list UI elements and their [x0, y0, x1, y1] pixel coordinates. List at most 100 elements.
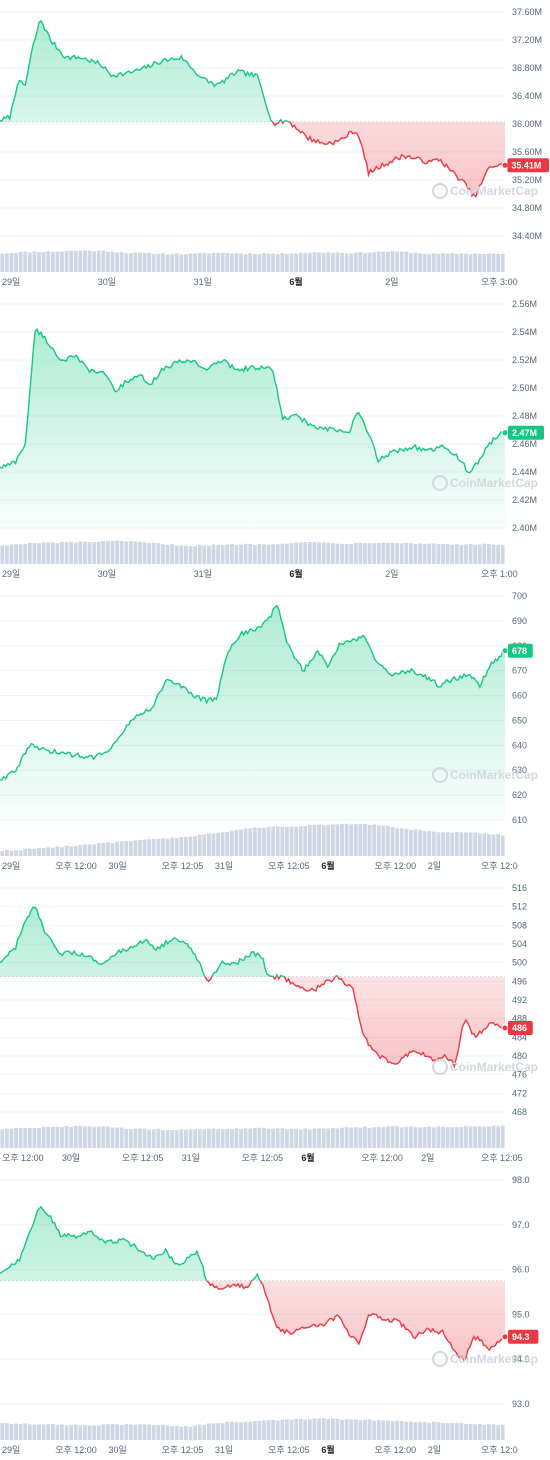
- volume-bar: [271, 253, 276, 272]
- volume-bar: [55, 543, 60, 564]
- y-tick-label: 96.0: [512, 1265, 530, 1275]
- x-tick-label: 31일: [194, 569, 212, 579]
- volume-bar: [234, 545, 239, 564]
- price-line-up: [0, 906, 339, 977]
- x-tick-label: 오후 12:00: [375, 861, 417, 871]
- volume-bar: [340, 252, 344, 272]
- volume-bar: [418, 829, 422, 856]
- volume-bar: [41, 542, 46, 564]
- price-chart-4[interactable]: 516 512 508 504 500 496 492 488 484 480 476 472 468 C…: [0, 876, 550, 1168]
- volume-bar: [266, 1128, 271, 1148]
- volume-bar: [64, 542, 69, 564]
- volume-bar: [101, 541, 106, 564]
- volume-bar: [298, 826, 303, 856]
- volume-bar: [326, 1419, 331, 1440]
- volume-bar: [404, 1421, 409, 1440]
- x-tick-label: 오후 12:05: [162, 861, 204, 871]
- volume-bar: [477, 1126, 482, 1148]
- volume-bar: [69, 846, 74, 856]
- y-tick-label: 700: [512, 591, 527, 601]
- price-chart-2[interactable]: 2.56M 2.54M 2.52M 2.50M 2.48M 2.46M 2.44M 2.42M…: [0, 292, 550, 584]
- price-area-up: [0, 20, 505, 122]
- volume-bar: [87, 250, 92, 272]
- volume-bar: [211, 1423, 216, 1440]
- volume-bar: [335, 543, 340, 564]
- volume-bar: [92, 844, 97, 856]
- volume-bar: [119, 1424, 124, 1440]
- volume-bar: [229, 253, 234, 272]
- volume-bar: [418, 253, 422, 272]
- x-tick-label: 오후 12:05: [268, 1445, 310, 1455]
- volume-bar: [367, 543, 372, 564]
- y-tick-label: 2.52M: [512, 355, 537, 365]
- volume-bar: [468, 832, 473, 856]
- price-area-up: [0, 907, 338, 977]
- volume-bar: [78, 845, 83, 856]
- y-tick-label: 488: [512, 1014, 527, 1024]
- volume-bar: [280, 1419, 285, 1440]
- volume-bar: [487, 834, 491, 856]
- x-tick-label: 29일: [2, 861, 20, 871]
- volume-bar: [69, 1425, 74, 1440]
- volume-bar: [248, 1421, 253, 1440]
- volume-bar: [252, 253, 257, 272]
- x-tick-label: 오후 12:00: [375, 1445, 417, 1455]
- volume-bar: [468, 1423, 473, 1440]
- y-tick-label: 36.80M: [512, 63, 542, 73]
- volume-bar: [252, 827, 257, 856]
- volume-bar: [289, 1419, 294, 1440]
- volume-bar: [124, 1128, 129, 1148]
- volume-bar: [220, 545, 225, 564]
- volume-bar: [390, 250, 395, 272]
- volume-bar: [344, 544, 349, 564]
- volume-bar: [174, 253, 179, 272]
- volume-bar: [289, 253, 294, 272]
- volume-bar: [220, 252, 225, 272]
- volume-bar: [37, 542, 41, 564]
- volume-bar: [358, 542, 363, 564]
- volume-bar: [110, 1127, 115, 1148]
- x-tick-label: 6월: [289, 568, 302, 579]
- volume-bar: [239, 544, 243, 564]
- volume-bar: [193, 1129, 198, 1148]
- volume-bar: [344, 1127, 349, 1148]
- current-price-dot: [501, 1024, 509, 1032]
- volume-bar: [294, 253, 299, 272]
- volume-bar: [133, 541, 138, 564]
- y-tick-label: 476: [512, 1070, 527, 1080]
- volume-bar: [119, 252, 124, 272]
- volume-bar: [257, 1127, 262, 1148]
- x-tick-label: 31일: [215, 1445, 233, 1455]
- volume-bar: [422, 543, 427, 564]
- y-tick-label: 512: [512, 902, 527, 912]
- volume-bar: [399, 828, 404, 856]
- volume-bar: [372, 543, 377, 564]
- volume-bar: [500, 545, 505, 564]
- volume-bar: [87, 1425, 92, 1440]
- volume-bar: [496, 834, 501, 856]
- x-tick-label: 31일: [194, 277, 212, 287]
- price-chart-1[interactable]: 37.60M 37.20M 36.80M 36.40M 36.00M 35.60M 35.2…: [0, 0, 550, 292]
- y-tick-label: 2.48M: [512, 411, 537, 421]
- volume-bar: [312, 824, 317, 856]
- price-chart-3[interactable]: 700690680670660650640630620610CoinMarket…: [0, 584, 550, 876]
- volume-bar: [174, 1425, 179, 1440]
- volume-bar: [0, 851, 5, 856]
- price-chart-5[interactable]: 98.0 97.0 96.0 95.0 94.0 93.0 CoinMarketCap 94.…: [0, 1168, 550, 1460]
- volume-bar: [101, 1126, 106, 1148]
- x-tick-label: 2일: [385, 569, 398, 579]
- y-tick-label: 35.20M: [512, 175, 542, 185]
- y-tick-label: 97.0: [512, 1220, 530, 1230]
- volume-bar: [487, 1424, 491, 1440]
- volume-bar: [427, 830, 432, 856]
- volume-bar: [427, 1422, 432, 1440]
- volume-bar: [266, 1420, 271, 1440]
- volume-bar: [307, 1129, 312, 1148]
- volume-bar: [431, 543, 436, 564]
- volume-bar: [473, 544, 478, 564]
- volume-bar: [376, 543, 381, 564]
- volume-bar: [4, 253, 9, 272]
- price-area-down: [0, 976, 505, 1067]
- volume-bar: [142, 839, 147, 856]
